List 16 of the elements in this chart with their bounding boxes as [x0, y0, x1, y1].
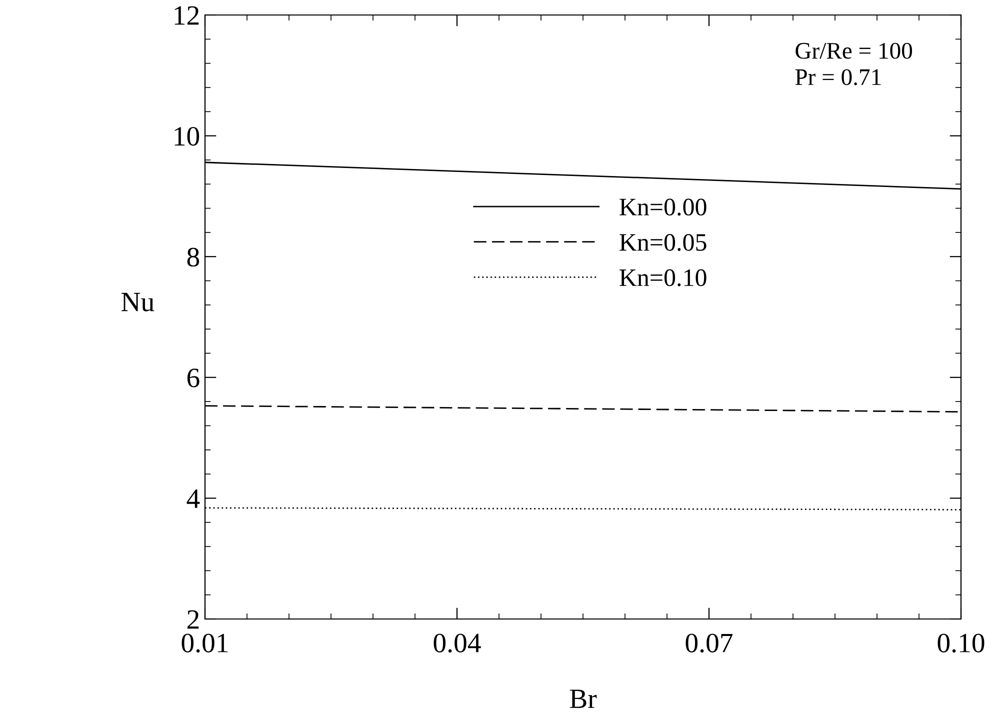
legend-label: Kn=0.10	[620, 269, 706, 286]
legend-label: Kn=0.00	[620, 198, 706, 216]
x-tick-label: 0.04	[434, 634, 481, 653]
y-tick-label: 4	[186, 490, 200, 508]
y-tick-label: 6	[187, 368, 200, 388]
x-axis-title: Br	[570, 690, 597, 708]
y-axis-title: Nu	[121, 292, 154, 312]
annotation: Gr/Re = 100 Pr = 0.71	[795, 42, 912, 86]
y-tick-label: 10	[174, 126, 200, 146]
y-tick-label: 8	[187, 248, 200, 267]
legend-label: Kn=0.05	[620, 234, 706, 251]
x-tick-label: 0.01	[182, 634, 228, 653]
y-tick-label: 12	[174, 6, 199, 25]
x-tick-label: 0.07	[686, 634, 733, 653]
y-tick-label: 2	[187, 610, 199, 629]
x-tick-label: 0.10	[938, 634, 984, 653]
